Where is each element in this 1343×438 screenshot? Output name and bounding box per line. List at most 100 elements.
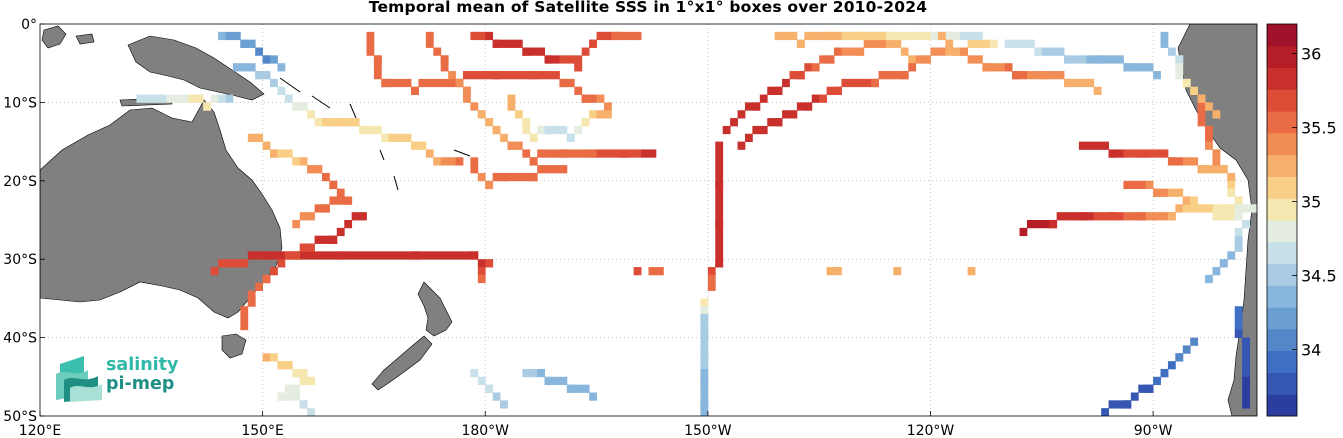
sss-cell: [262, 274, 271, 284]
colorbar-segment: [1267, 45, 1297, 69]
sss-cell: [923, 31, 931, 41]
sss-cell: [299, 243, 308, 252]
sss-cell: [500, 133, 508, 142]
sss-cell: [1205, 125, 1213, 135]
sss-cell: [1049, 220, 1058, 229]
sss-cell: [336, 188, 345, 197]
waves-logo-icon: [56, 356, 102, 402]
sss-cell: [544, 125, 553, 135]
sss-cell: [544, 149, 553, 158]
sss-cell: [514, 39, 523, 48]
sss-cell: [1197, 204, 1206, 213]
sss-cell: [700, 392, 709, 401]
sss-cell: [477, 274, 486, 284]
sss-cell: [433, 78, 442, 88]
sss-cell: [715, 157, 724, 166]
sss-cell: [878, 71, 887, 80]
sss-cell: [1101, 212, 1109, 221]
sss-cell: [462, 86, 471, 95]
sss-cell: [500, 71, 508, 80]
sss-cell: [700, 353, 709, 362]
sss-cell: [448, 78, 456, 88]
sss-cell: [440, 78, 449, 88]
sss-cell: [1182, 157, 1191, 166]
sss-cell: [863, 78, 872, 88]
sss-cell: [522, 47, 531, 56]
sss-cell: [1190, 157, 1199, 166]
sss-cell: [774, 86, 783, 95]
sss-cell: [1197, 165, 1206, 174]
sss-cell: [715, 251, 724, 260]
sss-cell: [522, 125, 531, 135]
sss-cell: [1138, 63, 1147, 72]
x-tick-label: 90°W: [1134, 423, 1173, 438]
sss-cell: [240, 314, 249, 323]
sss-cell: [321, 204, 330, 213]
sss-cell: [270, 78, 278, 88]
sss-cell: [1227, 251, 1236, 260]
sss-cell: [945, 31, 954, 41]
sss-cell: [603, 102, 612, 111]
sss-cell: [537, 47, 546, 56]
x-tick-label: 180°W: [461, 423, 509, 438]
sss-cells: [136, 31, 1257, 416]
sss-cell: [188, 94, 197, 103]
sss-cell: [1234, 321, 1243, 331]
sss-cell: [1086, 212, 1095, 221]
sss-cell: [544, 71, 553, 80]
sss-cell: [1242, 204, 1250, 213]
sss-cell: [299, 102, 308, 111]
sss-cell: [166, 94, 174, 103]
sss-cell: [893, 31, 902, 41]
sss-cell: [1175, 188, 1184, 197]
sss-cell: [1160, 212, 1169, 221]
sss-cell: [232, 63, 241, 72]
sss-cell: [1116, 149, 1124, 158]
sss-cell: [321, 118, 330, 127]
sss-cell: [485, 31, 494, 41]
sss-cell: [284, 361, 293, 370]
sss-cell: [1175, 353, 1184, 362]
sss-cell: [975, 39, 983, 48]
sss-cell: [1123, 63, 1132, 72]
sss-cell: [299, 368, 308, 378]
sss-cell: [307, 212, 315, 221]
sss-cell: [574, 55, 583, 64]
sss-cell: [1219, 259, 1228, 268]
colorbar-tick-label: 34.5: [1301, 266, 1337, 285]
plot-frame: [39, 23, 1258, 417]
sss-cell: [299, 212, 308, 221]
sss-cell: [1153, 376, 1161, 386]
sss-cell: [700, 314, 709, 323]
sss-cell: [737, 141, 746, 150]
sss-cell: [158, 94, 167, 103]
sss-cell: [1064, 212, 1072, 221]
sss-cell: [826, 267, 835, 276]
sss-cell: [715, 259, 724, 268]
sss-cell: [270, 149, 278, 158]
sss-cell: [418, 251, 427, 260]
sss-cell: [1130, 212, 1139, 221]
sss-cell: [210, 267, 219, 276]
sss-cell: [967, 39, 976, 48]
y-tick-label: 50°S: [3, 409, 37, 425]
sss-cell: [908, 31, 917, 41]
sss-cell: [871, 39, 879, 48]
sss-cell: [730, 118, 738, 127]
sss-cell: [522, 71, 531, 80]
sss-cell: [418, 141, 427, 150]
sss-cell: [774, 118, 783, 127]
sss-cell: [552, 376, 560, 386]
sss-cell: [292, 368, 301, 378]
sss-cell: [774, 31, 783, 41]
sss-cell: [566, 78, 575, 88]
sss-cell: [1004, 63, 1013, 72]
sss-cell: [1182, 78, 1191, 88]
sss-cell: [715, 141, 724, 150]
sss-cell: [1108, 212, 1117, 221]
sss-cell: [700, 329, 709, 338]
sss-cell: [1160, 31, 1169, 41]
sss-cell: [589, 110, 597, 119]
sss-cell: [715, 196, 724, 205]
sss-cell: [871, 78, 879, 88]
